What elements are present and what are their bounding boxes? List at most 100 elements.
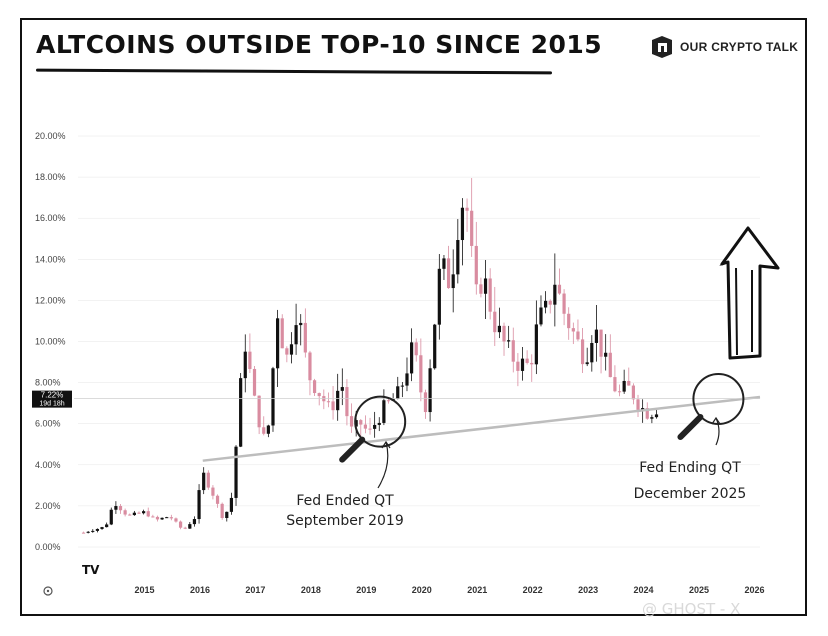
candle-body: [142, 511, 146, 514]
y-tick-label: 0.00%: [35, 542, 61, 552]
x-tick-label: 2026: [744, 585, 764, 595]
candle-body: [502, 325, 506, 342]
candle-body: [437, 268, 441, 325]
candle-body: [86, 531, 90, 533]
candle-body: [539, 307, 543, 325]
candle-body: [359, 420, 363, 425]
candle-body: [654, 414, 659, 418]
x-tick-label: 2017: [245, 585, 265, 595]
y-tick-label: 6.00%: [35, 419, 61, 429]
candle-body: [608, 352, 612, 378]
candle-body: [215, 495, 220, 504]
x-tick-label: 2018: [301, 585, 321, 595]
candle-body: [631, 385, 635, 400]
candle-body: [511, 340, 515, 362]
candle-body: [650, 417, 654, 419]
candle-body: [155, 516, 160, 520]
price-label: 7.22%: [41, 391, 64, 400]
candle-body: [368, 428, 372, 430]
tradingview-mark: TV: [82, 563, 100, 577]
candle-body: [423, 392, 428, 413]
annotations: Fed Ended QT September 2019 Fed Ending QT D…: [286, 373, 746, 529]
candle-body: [345, 387, 349, 417]
candle-body: [137, 512, 141, 514]
candle-body: [396, 386, 400, 399]
candle-body: [562, 293, 566, 314]
candle-body: [557, 284, 562, 294]
countdown-label: 19d 18h: [39, 401, 64, 408]
candle-body: [188, 524, 192, 529]
candle-body: [81, 532, 86, 534]
candle-body: [617, 391, 622, 393]
candle-body: [248, 351, 252, 369]
annotation-arrow: [377, 441, 389, 489]
annotation-fed-ended: Fed Ended QT September 2019: [286, 395, 407, 529]
candle-body: [645, 408, 649, 419]
candle-body: [497, 325, 501, 333]
settings-icon[interactable]: [43, 586, 53, 596]
candle-body: [285, 348, 289, 355]
candle-body: [386, 400, 391, 402]
candle-body: [109, 509, 113, 525]
candle-body: [428, 368, 432, 413]
annotation-arrowhead: [711, 416, 721, 425]
candle-body: [95, 528, 100, 531]
candle-body: [627, 380, 631, 386]
magnifier-handle: [677, 414, 704, 441]
candle-body: [405, 373, 409, 386]
candle-body: [229, 497, 234, 512]
x-tick-label: 2021: [467, 585, 487, 595]
candles: [81, 178, 659, 534]
candle-body: [192, 519, 197, 525]
candle-body: [169, 517, 173, 519]
candle-body: [349, 416, 354, 427]
candle-body: [252, 368, 257, 396]
candle-body: [303, 322, 307, 353]
candle-body: [544, 300, 548, 308]
candle-body: [594, 329, 599, 343]
candle-body: [410, 342, 414, 374]
candle-body: [211, 487, 215, 496]
candle-body: [165, 517, 169, 519]
candle-body: [520, 358, 525, 371]
price-line-group: 7.22%19d 18h: [32, 390, 760, 408]
candle-body: [239, 378, 243, 447]
candle-body: [419, 355, 423, 393]
candle-body: [613, 377, 617, 392]
candle-body: [160, 517, 164, 520]
annotation-line-2: September 2019: [286, 513, 403, 529]
candle-body: [118, 506, 123, 511]
candle-body: [567, 313, 571, 329]
price-label-box: [32, 390, 72, 408]
candle-body: [197, 490, 201, 520]
candle-body: [271, 368, 275, 426]
candle-body: [257, 395, 261, 428]
candle-body: [114, 506, 118, 510]
y-tick-label: 2.00%: [35, 501, 61, 511]
y-tick-label: 10.00%: [35, 337, 66, 347]
y-tick-label: 14.00%: [35, 254, 66, 264]
candle-body: [105, 524, 109, 528]
candle-body: [622, 380, 626, 392]
candle-body: [243, 351, 247, 379]
gridlines: [78, 135, 760, 548]
y-axis: 0.00% 2.00% 4.00% 6.00% 8.00% 10.00% 12.00% 14.…: [35, 131, 66, 552]
candle-body: [400, 385, 404, 387]
candle-body: [373, 424, 377, 429]
tradingview-logo: TV: [82, 563, 100, 577]
candle-body: [530, 362, 534, 365]
candle-body: [336, 390, 340, 411]
candle-body: [174, 518, 178, 522]
candle-body: [576, 331, 580, 340]
y-tick-label: 8.00%: [35, 378, 61, 388]
y-tick-label: 4.00%: [35, 460, 61, 470]
brand-name: OUR CRYPTO TALK: [680, 40, 799, 54]
candle-body: [493, 311, 497, 333]
candle-body: [507, 340, 511, 342]
candle-body: [100, 527, 104, 529]
candle-body: [363, 424, 368, 429]
candle-body: [178, 521, 183, 528]
y-tick-label: 18.00%: [35, 172, 66, 182]
candle-body: [483, 278, 488, 294]
candle-body: [571, 328, 575, 332]
